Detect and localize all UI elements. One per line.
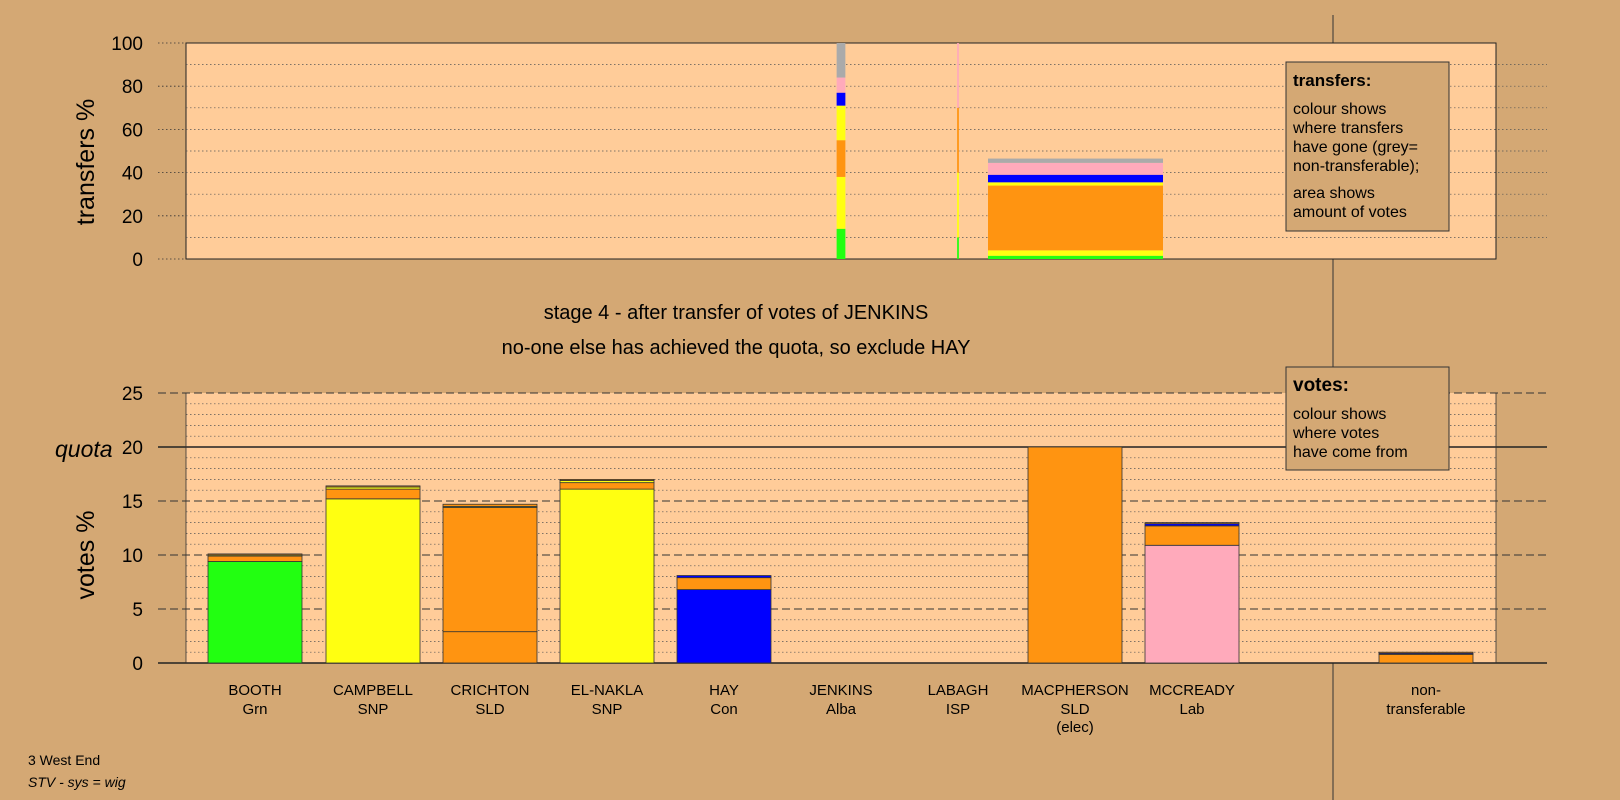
vote-segment: [442, 507, 538, 633]
candidate-name: MCCREADY: [1149, 682, 1235, 699]
transfer-segment: [988, 182, 1163, 186]
transfer-segment: [836, 176, 846, 229]
vote-segment: [1027, 446, 1123, 664]
stage-subtitle: no-one else has achieved the quota, so e…: [502, 337, 971, 359]
transfer-segment: [988, 158, 1163, 163]
transfer-segment: [957, 237, 959, 259]
vote-segment: [676, 575, 772, 579]
candidate-name: LABAGH: [928, 682, 989, 699]
vote-segment: [1144, 522, 1240, 525]
transfers-tick-label: 100: [111, 34, 143, 55]
candidate-party: SLD: [1060, 701, 1089, 718]
candidate-party: Lab: [1179, 701, 1204, 718]
candidate-party: Alba: [826, 701, 857, 718]
candidate-party: Grn: [242, 701, 267, 718]
votes-legend-line: have come from: [1293, 444, 1408, 461]
transfer-segment: [836, 92, 846, 106]
transfers-legend-line: non-transferable);: [1293, 158, 1419, 175]
transfer-segment: [836, 228, 846, 259]
votes-tick-label: 5: [132, 600, 143, 621]
transfers-legend: transfers: colour shows where transfers …: [1285, 61, 1450, 232]
candidate-name: EL-NAKLA: [571, 682, 644, 699]
transfers-legend-line: have gone (grey=: [1293, 139, 1418, 156]
transfers-legend-line: colour shows: [1293, 101, 1386, 118]
votes-tick-label: 20: [122, 438, 143, 459]
candidate-name: CRICHTON: [451, 682, 530, 699]
transfer-segment: [988, 250, 1163, 256]
vote-segment: [442, 631, 538, 664]
votes-axis-label: votes %: [72, 511, 100, 600]
vote-segment: [1378, 651, 1474, 654]
candidate-party: transferable: [1386, 701, 1465, 718]
candidate-name: MACPHERSON: [1021, 682, 1129, 699]
vote-segment: [1378, 653, 1474, 664]
candidate-name: JENKINS: [809, 682, 872, 699]
transfer-segment: [836, 43, 846, 78]
candidate-name: HAY: [709, 682, 739, 699]
transfer-segment: [836, 77, 846, 93]
vote-segment: [325, 488, 421, 500]
transfer-segment: [957, 107, 959, 173]
votes-legend-title: votes:: [1293, 375, 1349, 396]
vote-segment: [559, 482, 655, 490]
vote-segment: [207, 561, 303, 664]
candidate-name: BOOTH: [228, 682, 281, 699]
votes-tick-label: 25: [122, 384, 143, 405]
transfers-legend-line: amount of votes: [1293, 204, 1407, 221]
transfer-segment: [988, 174, 1163, 183]
vote-segment: [207, 555, 303, 562]
right-shaded-margin: [1497, 0, 1620, 800]
candidate-party: ISP: [946, 701, 970, 718]
candidate-party: SLD: [475, 701, 504, 718]
candidate-party: SNP: [358, 701, 389, 718]
candidate-note: (elec): [1056, 719, 1094, 736]
transfer-segment: [988, 255, 1163, 259]
vote-segment: [559, 488, 655, 664]
candidate-name: CAMPBELL: [333, 682, 413, 699]
transfers-legend-line: area shows: [1293, 185, 1375, 202]
vote-segment: [676, 589, 772, 664]
votes-legend-line: colour shows: [1293, 406, 1386, 423]
vote-segment: [559, 478, 655, 481]
vote-segment: [442, 503, 538, 507]
transfer-segment: [957, 172, 959, 238]
votes-chart: 0 5 10 15 20 25 BOOTH Grn CAMPBELL SNP CRICHTON SL…: [55, 384, 1547, 736]
transfers-chart: 0 20 40 60 80 100 transfers %: [72, 34, 1547, 271]
transfer-segment: [836, 105, 846, 141]
votes-tick-label: 0: [132, 654, 143, 675]
transfers-tick-label: 60: [122, 120, 143, 141]
votes-tick-label: 15: [122, 492, 143, 513]
transfer-segment: [988, 185, 1163, 251]
candidate-name: non-: [1411, 682, 1441, 699]
candidate-party: SNP: [592, 701, 623, 718]
transfers-legend-line: where transfers: [1292, 120, 1403, 137]
system-note: STV - sys = wig: [28, 774, 126, 790]
votes-legend: votes: colour shows where votes have com…: [1285, 366, 1450, 471]
stage-title: stage 4 - after transfer of votes of JEN…: [544, 302, 929, 324]
transfers-tick-label: 80: [122, 77, 143, 98]
transfers-axis-label: transfers %: [72, 99, 100, 225]
transfers-tick-label: 20: [122, 207, 143, 228]
votes-tick-label: 10: [122, 546, 143, 567]
vote-segment: [325, 485, 421, 488]
transfers-tick-label: 40: [122, 164, 143, 185]
transfers-legend-title: transfers:: [1293, 71, 1371, 90]
candidate-party: Con: [710, 701, 738, 718]
ward-name: 3 West End: [28, 752, 100, 768]
vote-segment: [1144, 525, 1240, 546]
quota-label: quota: [55, 436, 113, 462]
vote-segment: [207, 553, 303, 556]
transfers-tick-label: 0: [132, 250, 143, 271]
transfer-segment: [988, 162, 1163, 175]
vote-segment: [676, 577, 772, 590]
transfer-segment: [957, 43, 959, 108]
vote-segment: [325, 498, 421, 664]
votes-legend-line: where votes: [1292, 425, 1379, 442]
vote-segment: [1144, 544, 1240, 664]
transfer-segment: [836, 140, 846, 177]
